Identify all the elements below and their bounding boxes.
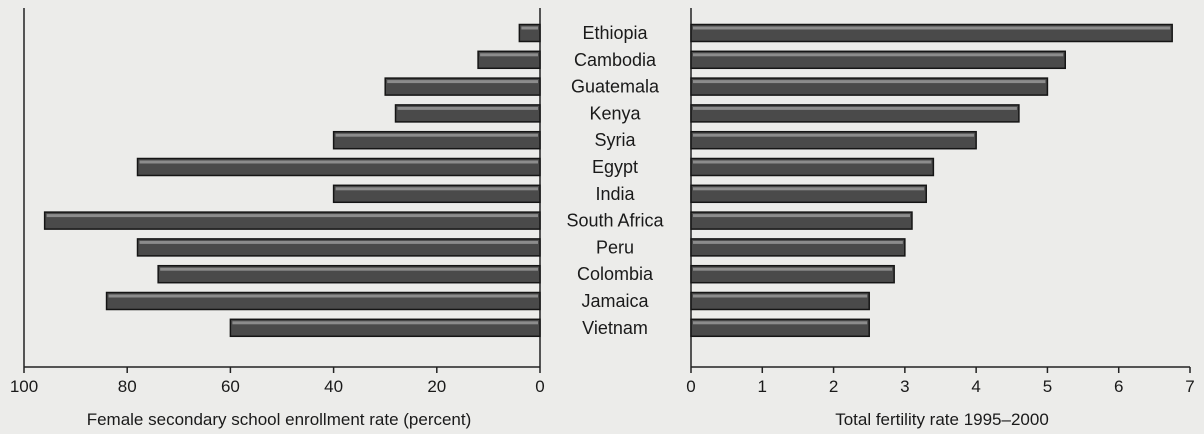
left-bar-highlight-guatemala [387,80,538,84]
right-tick-label: 1 [758,377,767,396]
left-tick-label: 60 [221,377,240,396]
country-label-ethiopia: Ethiopia [582,23,648,43]
left-bar-highlight-syria [335,133,538,137]
right-tick-label: 4 [971,377,980,396]
right-tick-label: 6 [1114,377,1123,396]
right-bar-highlight-jamaica [693,294,868,298]
right-bar-highlight-cambodia [693,53,1064,57]
country-label-cambodia: Cambodia [574,50,657,70]
left-panel-enrollment: 100 80 60 40 20 0 Female secondary school enro… [10,8,545,429]
country-label-colombia: Colombia [577,264,654,284]
country-label-jamaica: Jamaica [581,291,649,311]
country-label-peru: Peru [596,237,634,257]
country-label-vietnam: Vietnam [582,318,648,338]
left-tick-label: 100 [10,377,38,396]
right-tick-label: 7 [1185,377,1194,396]
right-bar-highlight-egypt [693,160,932,164]
country-label-south-africa: South Africa [566,211,664,231]
country-label-guatemala: Guatemala [571,77,660,97]
right-axis-title: Total fertility rate 1995–2000 [835,410,1049,429]
right-tick-label: 2 [829,377,838,396]
right-tick-label: 5 [1043,377,1052,396]
left-bar-highlight-egypt [139,160,538,164]
left-tick-label: 80 [118,377,137,396]
right-bar-highlight-ethiopia [693,26,1171,30]
right-bar-highlight-guatemala [693,80,1046,84]
country-label-kenya: Kenya [589,103,641,123]
country-label-india: India [595,184,635,204]
left-axis-title: Female secondary school enrollment rate … [87,410,472,429]
left-tick-label: 20 [427,377,446,396]
left-bar-highlight-kenya [397,106,538,110]
right-bar-highlight-kenya [693,106,1017,110]
right-panel-fertility: 0 1 2 3 4 5 6 7 Total fertility rate 1995–2000 [686,8,1195,429]
country-label-egypt: Egypt [592,157,638,177]
left-tick-label: 0 [535,377,544,396]
right-tick-label: 0 [686,377,695,396]
right-bar-highlight-vietnam [693,321,868,325]
left-tick-label: 40 [324,377,343,396]
left-bar-highlight-peru [139,240,538,244]
left-bar-highlight-india [335,187,538,191]
right-bar-highlight-peru [693,240,903,244]
left-bar-highlight-vietnam [232,321,538,325]
right-bar-highlight-india [693,187,925,191]
left-bar-highlight-colombia [160,267,538,271]
right-bar-highlight-colombia [693,267,893,271]
country-label-syria: Syria [594,130,636,150]
left-bar-highlight-jamaica [108,294,538,298]
country-labels: Ethiopia Cambodia Guatemala Kenya Syria Egypt… [566,23,664,338]
left-bar-highlight-south-africa [46,214,538,218]
right-bar-highlight-south-africa [693,214,910,218]
left-bar-highlight-cambodia [480,53,538,57]
right-tick-label: 3 [900,377,909,396]
right-bar-highlight-syria [693,133,975,137]
left-bar-highlight-ethiopia [521,26,538,30]
